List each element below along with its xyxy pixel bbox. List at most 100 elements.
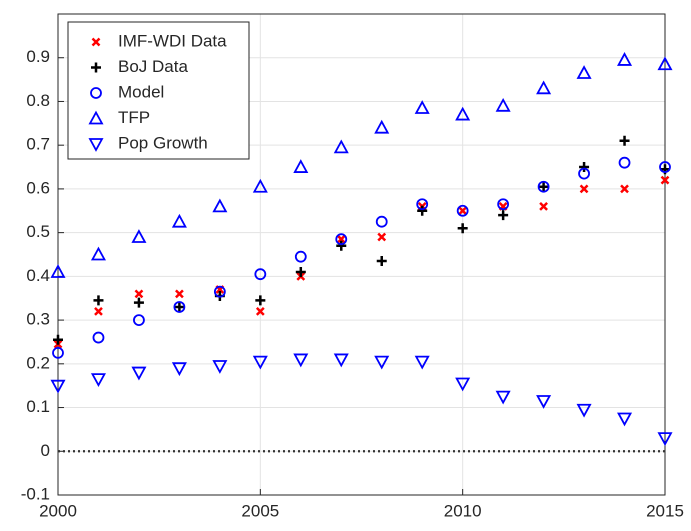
point	[255, 306, 265, 316]
point	[374, 119, 390, 134]
point	[576, 403, 592, 418]
point	[50, 379, 66, 394]
point	[171, 213, 187, 228]
point	[376, 256, 387, 267]
point	[660, 175, 670, 185]
x-tick-label: 2000	[39, 501, 77, 520]
point	[659, 161, 671, 173]
point	[335, 233, 348, 246]
y-tick-label: 0.3	[26, 310, 50, 329]
point	[495, 390, 511, 405]
point	[90, 246, 106, 261]
point	[52, 347, 64, 359]
point	[293, 353, 309, 368]
point	[377, 232, 387, 242]
point	[133, 314, 145, 326]
point	[333, 139, 349, 154]
point	[578, 167, 590, 180]
point	[617, 412, 633, 427]
point	[213, 285, 226, 298]
y-tick-label: 0.8	[26, 91, 50, 110]
point	[497, 198, 510, 211]
point	[173, 301, 186, 313]
y-tick-label: -0.1	[21, 484, 50, 503]
point	[457, 223, 468, 234]
y-tick-label: 0.6	[26, 178, 50, 197]
legend-label: Pop Growth	[118, 133, 208, 152]
point	[252, 178, 268, 193]
legend-label: TFP	[118, 108, 150, 127]
legend: IMF-WDI Data BoJ Data Model TFP Pop Growth	[67, 21, 250, 160]
point	[255, 295, 266, 306]
point	[417, 205, 428, 216]
y-tick-label: 0.7	[26, 135, 50, 154]
point	[495, 97, 511, 112]
point	[131, 229, 147, 243]
point	[375, 215, 388, 228]
y-tick-label: 0	[41, 441, 50, 460]
point	[252, 355, 268, 370]
y-tick-label: 0.1	[26, 397, 50, 416]
y-tick-label: 0.4	[26, 266, 50, 285]
point	[92, 331, 105, 344]
point	[293, 159, 309, 173]
legend-marker	[88, 110, 104, 125]
legend-marker	[90, 87, 102, 99]
legend-marker	[91, 62, 101, 73]
point	[455, 377, 471, 392]
point	[93, 295, 104, 306]
point	[295, 266, 306, 277]
x-tick-label: 2010	[444, 501, 482, 520]
point	[539, 202, 548, 211]
point	[374, 355, 390, 370]
point	[171, 362, 187, 377]
point	[212, 360, 228, 374]
point	[175, 289, 184, 299]
x-tick-label: 2015	[646, 501, 684, 520]
point	[579, 184, 589, 194]
point	[617, 52, 633, 66]
point	[536, 80, 552, 95]
point	[455, 106, 471, 121]
point	[576, 65, 592, 79]
point	[458, 206, 468, 216]
x-tick-label: 2005	[241, 501, 279, 520]
point	[212, 198, 228, 213]
point	[618, 156, 631, 169]
point	[456, 204, 469, 217]
point	[537, 180, 550, 193]
legend-label: Model	[118, 82, 164, 101]
point	[133, 297, 144, 308]
point	[619, 135, 630, 146]
point	[50, 264, 66, 278]
point	[536, 395, 552, 409]
point	[90, 373, 106, 388]
point	[498, 210, 509, 221]
legend-label: IMF-WDI Data	[118, 31, 227, 50]
axes-box	[57, 13, 666, 496]
point	[579, 162, 590, 173]
point	[174, 301, 185, 312]
point	[336, 234, 346, 244]
point	[254, 268, 267, 281]
point	[53, 334, 63, 345]
point	[414, 100, 430, 114]
point	[414, 355, 430, 370]
point	[134, 289, 144, 299]
y-tick-label: 0.5	[26, 222, 50, 241]
point	[131, 366, 147, 381]
point	[94, 306, 103, 316]
legend-marker	[88, 138, 104, 152]
y-tick-label: 0.2	[26, 353, 50, 372]
point	[416, 198, 429, 211]
point	[657, 56, 673, 71]
y-tick-label: 0.9	[26, 47, 50, 66]
legend-label: BoJ Data	[118, 57, 188, 76]
point	[538, 181, 549, 192]
point	[620, 184, 629, 194]
point	[294, 250, 307, 263]
point	[333, 353, 349, 368]
point	[657, 432, 673, 447]
point	[336, 240, 347, 251]
